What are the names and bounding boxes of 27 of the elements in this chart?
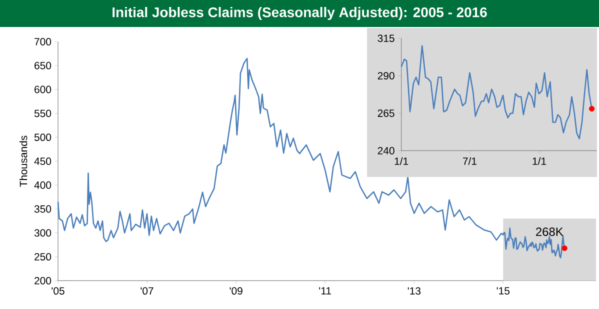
y-tick-label: 200 [34,277,52,284]
x-tick-label: '05 [52,287,64,295]
chart-title: Initial Jobless Claims (Seasonally Adjusted): 2005 - 2016 [112,6,487,20]
x-tick-label: '13 [408,287,421,295]
y-tick-label: 290 [378,72,394,80]
y-tick-label: 350 [34,205,52,213]
y-tick-label: 450 [34,158,52,165]
x-tick-label: 7/1 [462,157,476,165]
y-tick-label: 250 [34,253,52,261]
annotation: 268K [536,228,564,236]
y-axis-title: Thousands [20,136,28,187]
y-tick-label: 650 [34,62,52,70]
y-tick-label: 700 [34,38,52,46]
x-tick-label: '07 [140,287,154,295]
y-tick-label: 315 [378,34,394,42]
x-tick-label: 1/1 [394,157,408,165]
y-tick-label: 240 [378,147,394,154]
y-tick-label: 500 [34,134,52,142]
x-tick-label: '09 [230,287,242,295]
x-tick-label: '15 [496,287,510,295]
x-tick-label: '11 [319,287,331,294]
x-tick-label: 1/1 [532,157,546,165]
y-tick-label: 265 [378,110,394,117]
y-tick-label: 600 [34,86,52,94]
y-tick-label: 550 [34,110,52,118]
y-tick-label: 400 [34,181,52,189]
y-tick-label: 300 [34,229,52,237]
